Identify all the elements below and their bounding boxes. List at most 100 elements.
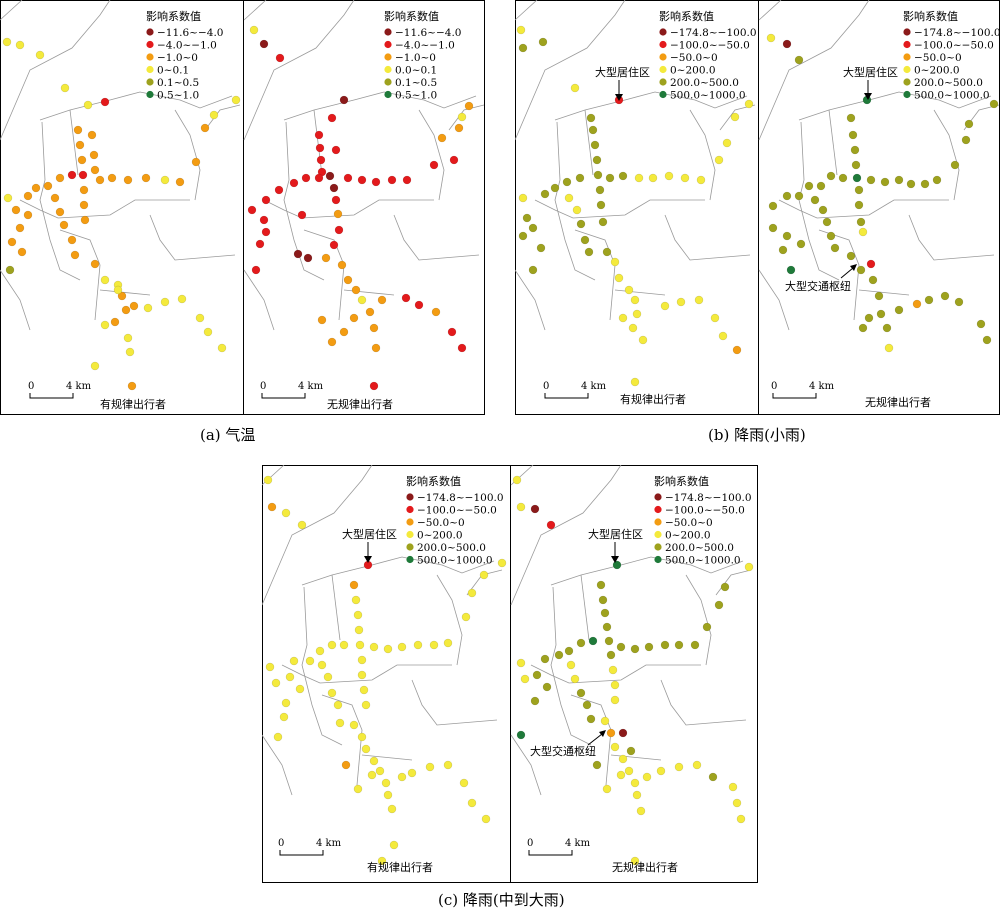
station-point	[570, 83, 580, 93]
station-point	[838, 173, 848, 183]
legend-title: 影响系数值	[903, 10, 958, 23]
legend-swatch	[146, 90, 154, 99]
station-point	[459, 778, 469, 788]
station-point	[383, 644, 393, 654]
station-point	[191, 157, 201, 167]
station-point	[5, 265, 15, 275]
station-point	[90, 259, 100, 269]
station-point	[425, 762, 435, 772]
station-point	[217, 343, 227, 353]
station-point	[586, 714, 596, 724]
station-point	[331, 145, 341, 155]
station-point	[602, 784, 612, 794]
legend-swatch	[406, 543, 414, 551]
station-point	[598, 595, 608, 605]
station-point	[261, 195, 271, 205]
station-point	[160, 175, 170, 185]
station-point	[592, 760, 602, 770]
station-point	[858, 323, 868, 333]
station-point	[822, 217, 832, 227]
legend-label: 200.0~500.0	[914, 77, 983, 89]
station-point	[964, 119, 974, 129]
legend-label: 200.0~500.0	[417, 542, 486, 554]
station-point	[90, 361, 100, 371]
station-point	[932, 175, 942, 185]
station-point	[906, 179, 916, 189]
station-point	[75, 140, 85, 150]
legend-swatch	[659, 78, 667, 86]
station-point	[315, 646, 325, 656]
station-point	[23, 210, 33, 220]
legend-swatch	[384, 40, 392, 49]
station-point	[100, 275, 110, 285]
station-point	[343, 275, 353, 285]
station-point	[950, 160, 960, 170]
station-point	[912, 299, 922, 309]
station-point	[614, 273, 624, 283]
station-point	[327, 640, 337, 650]
station-point	[95, 175, 105, 185]
legend: 影响系数值 −174.8~−100.0−100.0~−50.0−50.0~00~2…	[654, 475, 752, 567]
legend-swatch	[903, 90, 911, 99]
station-point	[295, 684, 305, 694]
station-point	[50, 193, 60, 203]
station-point	[43, 181, 53, 191]
legend-label: −1.0~0	[395, 52, 436, 64]
station-point	[612, 560, 622, 570]
station-point	[407, 768, 417, 778]
annotation-residential-b-irregular: 大型居住区	[843, 65, 898, 79]
station-point	[626, 746, 636, 756]
station-point	[592, 155, 602, 165]
station-point	[89, 150, 99, 160]
station-point	[961, 135, 971, 145]
station-point	[610, 680, 620, 690]
station-point	[327, 337, 337, 347]
station-point	[267, 502, 277, 512]
station-point	[766, 33, 776, 43]
station-point	[77, 155, 87, 165]
station-point	[247, 205, 257, 215]
station-point	[516, 658, 526, 668]
station-point	[231, 95, 241, 105]
station-point	[437, 133, 447, 143]
station-point	[512, 475, 522, 485]
station-point	[866, 259, 876, 269]
station-point	[940, 291, 950, 301]
station-point	[325, 171, 335, 181]
caption-a: (a) 气温	[200, 426, 256, 444]
legend-label: −50.0~0	[665, 517, 713, 529]
station-point	[826, 231, 836, 241]
station-point	[606, 650, 616, 660]
station-point	[387, 804, 397, 814]
station-point	[303, 253, 313, 263]
scale-distance: 4 km	[316, 838, 342, 849]
station-point	[562, 177, 572, 187]
legend-swatch	[903, 78, 911, 86]
station-point	[359, 685, 369, 695]
label-regular-a: 有规律出行者	[100, 397, 166, 411]
station-point	[329, 183, 339, 193]
station-point	[335, 718, 345, 728]
station-point	[90, 165, 100, 175]
station-point	[630, 377, 640, 387]
station-point	[768, 223, 778, 233]
station-point	[924, 295, 934, 305]
station-point	[479, 570, 489, 580]
station-point	[79, 200, 89, 210]
station-point	[281, 698, 291, 708]
station-point	[600, 716, 610, 726]
station-point	[369, 381, 379, 391]
legend-label: −50.0~0	[417, 517, 465, 529]
legend-swatch	[146, 40, 154, 49]
station-point	[624, 766, 634, 776]
legend-swatch	[659, 40, 667, 49]
station-point	[522, 213, 532, 223]
station-point	[920, 179, 930, 189]
station-point	[630, 856, 640, 866]
station-point	[744, 562, 754, 572]
station-point	[564, 646, 574, 656]
station-point	[339, 95, 349, 105]
station-point	[377, 295, 387, 305]
legend-swatch	[659, 28, 667, 36]
scale-distance: 4 km	[581, 381, 607, 392]
